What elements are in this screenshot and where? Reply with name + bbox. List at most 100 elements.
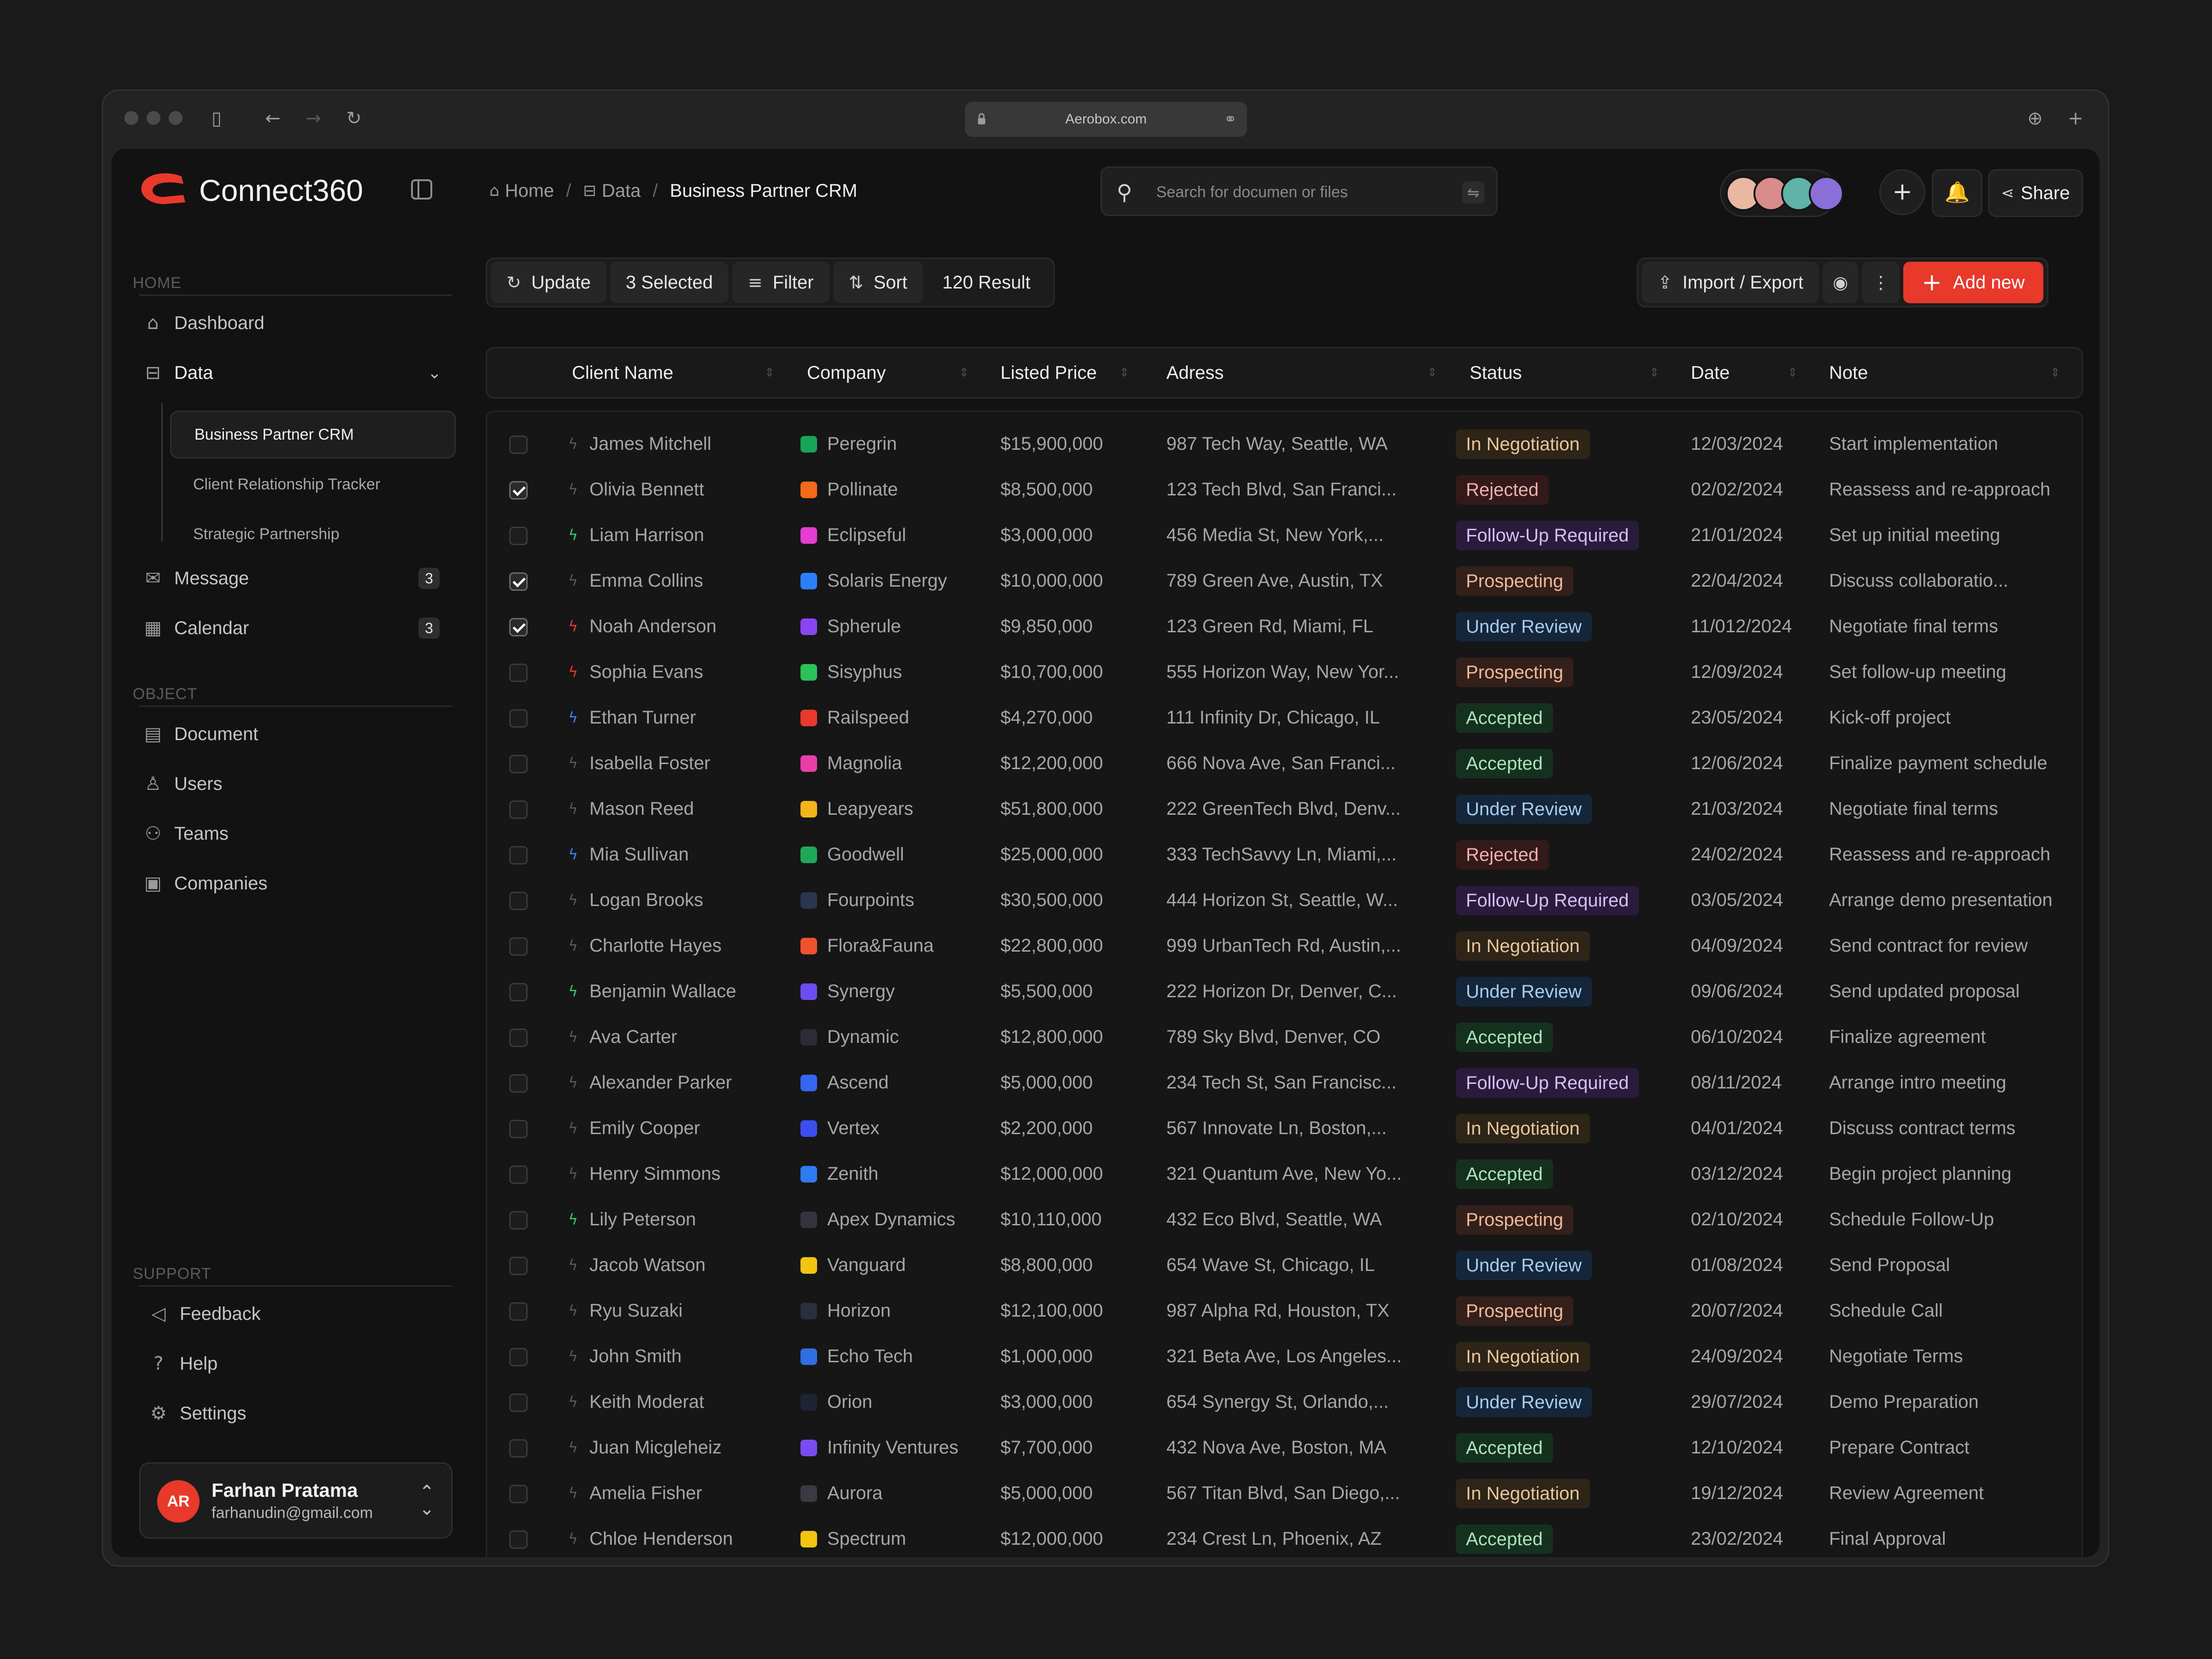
row-checkbox[interactable] — [509, 755, 528, 773]
client-name-cell[interactable]: Amelia Fisher — [589, 1483, 702, 1503]
client-name-cell[interactable]: Keith Moderat — [589, 1392, 705, 1412]
table-row[interactable]: ϟ Noah Anderson Spherule $9,850,000 123 Gree… — [487, 604, 2082, 649]
client-name-cell[interactable]: Lily Peterson — [589, 1209, 696, 1230]
company-cell[interactable]: Solaris Energy — [827, 571, 947, 591]
new-tab-icon[interactable]: + — [2068, 108, 2083, 129]
table-row[interactable]: ϟ Olivia Bennett Pollinate $8,500,000 123 Te… — [487, 467, 2082, 512]
sidebar-toggle-icon[interactable]: ▯ — [211, 108, 222, 129]
table-row[interactable]: ϟ Henry Simmons Zenith $12,000,000 321 Quant… — [487, 1151, 2082, 1197]
more-options-button[interactable]: ⋮ — [1862, 262, 1900, 303]
selected-button[interactable]: 3 Selected — [610, 262, 729, 303]
status-badge[interactable]: In Negotiation — [1456, 429, 1590, 459]
row-checkbox[interactable] — [509, 892, 528, 910]
company-cell[interactable]: Spherule — [827, 616, 901, 636]
user-profile-card[interactable]: AR Farhan Pratama farhanudin@gmail.com ⌃… — [139, 1462, 453, 1539]
status-badge[interactable]: In Negotiation — [1456, 1342, 1590, 1371]
company-cell[interactable]: Horizon — [827, 1300, 891, 1321]
table-row[interactable]: ϟ Ava Carter Dynamic $12,800,000 789 Sky Blv… — [487, 1014, 2082, 1060]
client-name-cell[interactable]: Jacob Watson — [589, 1255, 706, 1275]
company-cell[interactable]: Leapyears — [827, 799, 913, 819]
window-close-dot[interactable] — [124, 111, 138, 125]
row-checkbox[interactable] — [509, 664, 528, 682]
sidebar-item-message[interactable]: ✉ Message 3 — [142, 559, 455, 598]
sort-arrows-icon[interactable]: ⇕ — [1119, 366, 1130, 380]
sidebar-item-calendar[interactable]: ▦ Calendar 3 — [142, 609, 455, 647]
window-maximize-dot[interactable] — [169, 111, 182, 125]
notification-bell-icon[interactable]: 🔔 — [1932, 169, 1983, 217]
table-row[interactable]: ϟ Keith Moderat Orion $3,000,000 654 Synergy… — [487, 1379, 2082, 1425]
sort-arrows-icon[interactable]: ⇕ — [1427, 366, 1437, 380]
table-row[interactable]: ϟ Alexander Parker Ascend $5,000,000 234 Tec… — [487, 1060, 2082, 1106]
client-name-cell[interactable]: Juan Micgleheiz — [589, 1437, 722, 1458]
company-cell[interactable]: Spectrum — [827, 1529, 906, 1549]
breadcrumb-home[interactable]: Home — [505, 180, 554, 201]
sidebar-subitem-strategic-partnership[interactable]: Strategic Partnership — [193, 525, 340, 543]
client-name-cell[interactable]: John Smith — [589, 1346, 682, 1366]
status-badge[interactable]: Prospecting — [1456, 1296, 1574, 1326]
client-name-cell[interactable]: Ava Carter — [589, 1027, 677, 1047]
status-badge[interactable]: Accepted — [1456, 1023, 1553, 1052]
status-badge[interactable]: Accepted — [1456, 1433, 1553, 1463]
client-name-cell[interactable]: Logan Brooks — [589, 890, 703, 910]
status-badge[interactable]: In Negotiation — [1456, 931, 1590, 961]
row-checkbox[interactable] — [509, 800, 528, 819]
status-badge[interactable]: Rejected — [1456, 840, 1549, 870]
back-arrow-icon[interactable]: ← — [265, 108, 281, 129]
row-checkbox[interactable] — [509, 527, 528, 545]
import-export-button[interactable]: ⇪ Import / Export — [1642, 262, 1819, 303]
table-row[interactable]: ϟ Sophia Evans Sisyphus $10,700,000 555 Hori… — [487, 649, 2082, 695]
client-name-cell[interactable]: Benjamin Wallace — [589, 981, 736, 1001]
sidebar-item-feedback[interactable]: ◁ Feedback — [147, 1294, 461, 1333]
client-name-cell[interactable]: Liam Harrison — [589, 525, 704, 545]
row-checkbox[interactable] — [509, 618, 528, 636]
filter-button[interactable]: ≡ Filter — [732, 262, 830, 303]
row-checkbox[interactable] — [509, 1348, 528, 1366]
status-badge[interactable]: Accepted — [1456, 1159, 1553, 1189]
company-cell[interactable]: Sisyphus — [827, 662, 902, 682]
download-icon[interactable]: ⊕ — [2027, 108, 2043, 129]
search-box[interactable]: ⚲ Search for documen or files ⇋ — [1100, 166, 1498, 216]
row-checkbox[interactable] — [509, 1074, 528, 1093]
sidebar-item-users[interactable]: ♙ Users — [142, 765, 455, 803]
company-cell[interactable]: Eclipseful — [827, 525, 906, 545]
company-cell[interactable]: Vertex — [827, 1118, 880, 1138]
column-header-address[interactable]: Adress ⇕ — [1166, 348, 1437, 397]
column-header-listed-price[interactable]: Listed Price ⇕ — [1000, 348, 1130, 397]
sidebar-item-settings[interactable]: ⚙ Settings — [147, 1394, 461, 1433]
breadcrumb-data[interactable]: Data — [601, 180, 641, 201]
collapse-sidebar-icon[interactable] — [411, 179, 432, 200]
row-checkbox[interactable] — [509, 435, 528, 454]
row-checkbox[interactable] — [509, 1120, 528, 1138]
company-cell[interactable]: Vanguard — [827, 1255, 906, 1275]
status-badge[interactable]: Follow-Up Required — [1456, 521, 1639, 550]
client-name-cell[interactable]: Chloe Henderson — [589, 1529, 733, 1549]
row-checkbox[interactable] — [509, 572, 528, 591]
status-badge[interactable]: Rejected — [1456, 475, 1549, 505]
avatar[interactable] — [1809, 176, 1844, 211]
company-cell[interactable]: Infinity Ventures — [827, 1437, 959, 1458]
column-header-status[interactable]: Status ⇕ — [1470, 348, 1659, 397]
add-new-button[interactable]: + Add new — [1903, 262, 2043, 303]
table-row[interactable]: ϟ Ethan Turner Railspeed $4,270,000 111 Infi… — [487, 695, 2082, 741]
client-name-cell[interactable]: Alexander Parker — [589, 1072, 732, 1093]
row-checkbox[interactable] — [509, 846, 528, 865]
company-cell[interactable]: Orion — [827, 1392, 872, 1412]
client-name-cell[interactable]: Sophia Evans — [589, 662, 703, 682]
table-row[interactable]: ϟ Ryu Suzaki Horizon $12,100,000 987 Alpha R… — [487, 1288, 2082, 1334]
share-button[interactable]: ⋖ Share — [1988, 169, 2083, 217]
status-badge[interactable]: Accepted — [1456, 1524, 1553, 1554]
row-checkbox[interactable] — [509, 1439, 528, 1458]
sidebar-item-data[interactable]: ⊟ Data ⌄ — [142, 353, 455, 392]
link-icon[interactable]: ⚭ — [1224, 110, 1237, 129]
view-button[interactable]: ◉ — [1823, 262, 1859, 303]
table-row[interactable]: ϟ Logan Brooks Fourpoints $30,500,000 444 Ho… — [487, 877, 2082, 923]
add-collaborator-button[interactable]: + — [1879, 169, 1925, 215]
sidebar-item-help[interactable]: ? Help — [147, 1344, 461, 1383]
row-checkbox[interactable] — [509, 1530, 528, 1549]
status-badge[interactable]: Under Review — [1456, 794, 1592, 824]
status-badge[interactable]: Prospecting — [1456, 658, 1574, 687]
company-cell[interactable]: Goodwell — [827, 844, 904, 865]
status-badge[interactable]: Prospecting — [1456, 566, 1574, 596]
company-cell[interactable]: Peregrin — [827, 434, 897, 454]
sort-arrows-icon[interactable]: ⇕ — [1649, 366, 1659, 380]
